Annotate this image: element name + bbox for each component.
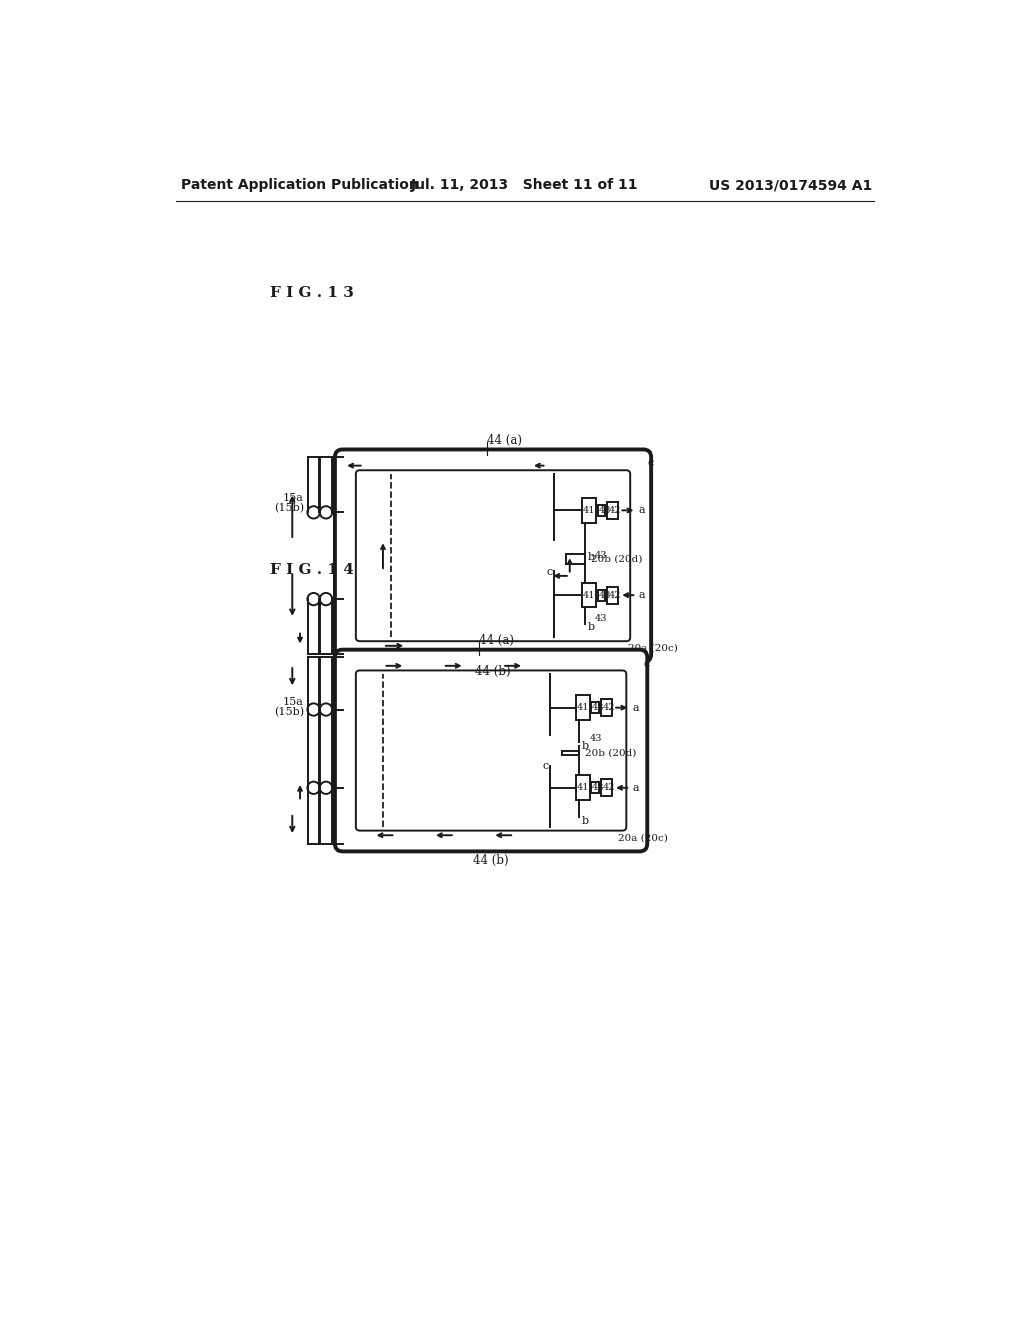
Text: 42: 42 xyxy=(608,590,621,599)
Text: c: c xyxy=(547,568,553,577)
Bar xyxy=(575,775,590,800)
Bar xyxy=(592,702,599,713)
Text: b: b xyxy=(588,623,595,632)
Text: 20b (20d): 20b (20d) xyxy=(586,748,637,758)
Bar xyxy=(601,779,611,796)
Text: 20a (20c): 20a (20c) xyxy=(617,833,668,842)
Bar xyxy=(607,586,617,603)
Text: 43: 43 xyxy=(595,614,607,623)
Text: 43: 43 xyxy=(598,590,611,599)
Text: 44 (a): 44 (a) xyxy=(487,434,522,446)
FancyBboxPatch shape xyxy=(335,649,647,851)
Text: 41: 41 xyxy=(577,783,589,792)
FancyBboxPatch shape xyxy=(335,449,651,663)
FancyBboxPatch shape xyxy=(356,470,630,642)
Text: 44 (b): 44 (b) xyxy=(475,665,511,677)
Text: a: a xyxy=(639,506,645,515)
Text: 20a (20c): 20a (20c) xyxy=(628,644,678,652)
Bar xyxy=(592,783,599,793)
Bar xyxy=(583,583,596,607)
Text: (15b): (15b) xyxy=(273,706,304,717)
Text: 42: 42 xyxy=(602,704,614,713)
Text: 43: 43 xyxy=(598,506,611,515)
Text: (15b): (15b) xyxy=(273,503,304,513)
Bar xyxy=(598,590,605,601)
Text: a: a xyxy=(639,590,645,601)
Text: 42: 42 xyxy=(608,506,621,515)
Text: 41: 41 xyxy=(577,704,589,713)
Text: 43: 43 xyxy=(592,783,605,792)
Text: Jul. 11, 2013   Sheet 11 of 11: Jul. 11, 2013 Sheet 11 of 11 xyxy=(411,178,639,193)
Bar xyxy=(598,506,605,516)
Text: a: a xyxy=(633,783,639,793)
Text: c: c xyxy=(543,762,549,771)
Text: 43: 43 xyxy=(595,550,607,560)
Text: 41: 41 xyxy=(583,590,595,599)
Text: F I G . 1 3: F I G . 1 3 xyxy=(270,286,353,300)
Text: 20b (20d): 20b (20d) xyxy=(592,554,643,564)
Text: US 2013/0174594 A1: US 2013/0174594 A1 xyxy=(709,178,872,193)
Text: b: b xyxy=(582,816,589,826)
Text: b: b xyxy=(582,741,589,751)
Text: 41: 41 xyxy=(583,506,595,515)
Bar xyxy=(607,502,617,519)
Bar xyxy=(583,498,596,523)
Text: 15a: 15a xyxy=(283,697,304,706)
Text: 43: 43 xyxy=(592,704,605,713)
Text: Patent Application Publication: Patent Application Publication xyxy=(180,178,419,193)
Text: c: c xyxy=(647,458,653,469)
Text: 44 (a): 44 (a) xyxy=(479,634,514,647)
Text: F I G . 1 4: F I G . 1 4 xyxy=(270,564,353,577)
Text: b: b xyxy=(588,552,595,561)
Bar xyxy=(575,696,590,719)
Bar xyxy=(601,700,611,717)
Text: 42: 42 xyxy=(602,783,614,792)
Text: 44 (b): 44 (b) xyxy=(473,854,509,867)
Text: a: a xyxy=(633,702,639,713)
Text: c: c xyxy=(643,659,649,668)
FancyBboxPatch shape xyxy=(356,671,627,830)
Text: 43: 43 xyxy=(590,734,602,743)
Text: 15a: 15a xyxy=(283,494,304,503)
